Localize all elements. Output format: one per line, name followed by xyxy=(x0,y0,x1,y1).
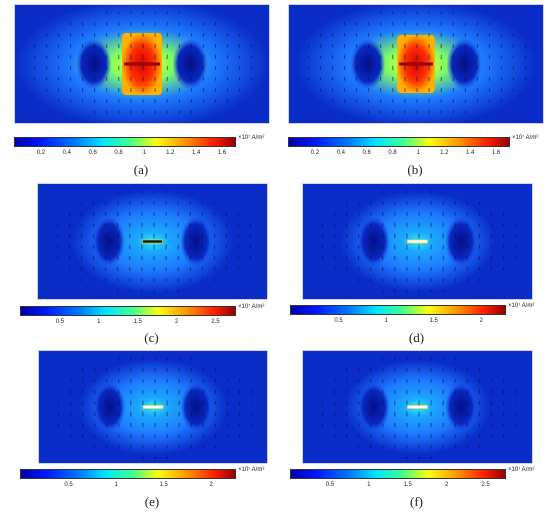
panel-caption: (e) xyxy=(144,494,160,509)
colorbar: 0.5 1 1.5 2 ×10⁷ A/m² xyxy=(290,303,534,324)
field-map-svg xyxy=(15,5,269,123)
colorbar-tick-label: 1.5 xyxy=(159,482,168,488)
colorbar-unit-label: ×10⁷ A/m² xyxy=(238,467,265,473)
colorbar-tick-label: 2.5 xyxy=(211,319,220,325)
current-density-plot xyxy=(288,4,544,124)
field-map-svg xyxy=(38,184,267,299)
field-map-svg xyxy=(303,184,532,299)
colorbar: 0.5 1 1.5 2 ×10⁷ A/m² xyxy=(20,467,264,488)
panel-caption: (a) xyxy=(133,162,149,177)
colorbar-tick-label: 1.4 xyxy=(192,150,201,156)
panel-caption: (f) xyxy=(410,494,423,509)
colorbar-tick-label: 1 xyxy=(142,150,147,156)
colorbar-tick-label: 2 xyxy=(479,318,483,324)
colorbar-tick-label: 0.4 xyxy=(336,150,345,156)
colorbar-tick-label: 1.6 xyxy=(491,150,501,156)
colorbar-tick-label: 0.5 xyxy=(334,318,343,324)
colorbar: 0.2 0.4 0.6 0.8 1 1.2 1.4 1.6 ×10⁷ A/m² xyxy=(288,135,538,156)
colorbar-tick-label: 1.6 xyxy=(217,150,227,156)
colorbar-tick-label: 0.2 xyxy=(36,150,46,156)
colorbar-unit-label: ×10⁷ A/m² xyxy=(238,135,265,141)
current-density-plot xyxy=(14,4,270,124)
colorbar-tick-label: 1 xyxy=(384,318,388,324)
colorbar-tick-label: 0.4 xyxy=(62,150,71,156)
field-map-svg xyxy=(289,5,543,123)
colorbar-tick-label: 1.5 xyxy=(133,319,142,325)
colorbar-tick-label: 0.6 xyxy=(362,150,371,156)
colorbar-tick-label: 1 xyxy=(97,319,101,325)
colorbar-tick-label: 1.2 xyxy=(166,150,175,156)
colorbar-tick-label: 0.6 xyxy=(88,150,97,156)
colorbar-unit-label: ×10⁷ A/m² xyxy=(512,135,539,141)
colorbar-tick-label: 1 xyxy=(416,150,421,156)
colorbar: 0.2 0.4 0.6 0.8 1 1.2 1.4 1.6 ×10⁷ A/m² xyxy=(14,135,264,156)
colorbar-tick-label: 1.2 xyxy=(440,150,449,156)
colorbar-tick-label: 1 xyxy=(367,482,371,488)
colorbar-tick-label: 0.8 xyxy=(388,150,397,156)
colorbar-unit-label: ×10⁷ A/m² xyxy=(508,303,535,309)
colorbar-tick-label: 1.5 xyxy=(403,482,412,488)
colorbar: 0.5 1 1.5 2 2.5 ×10⁷ A/m² xyxy=(20,304,264,325)
colorbar: 0.5 1 1.5 2 2.5 ×10⁷ A/m² xyxy=(290,467,534,488)
colorbar-unit-label: ×10⁷ A/m² xyxy=(238,304,265,310)
colorbar-tick-label: 0.5 xyxy=(325,482,335,488)
panel-caption: (b) xyxy=(407,162,423,177)
colorbar-tick-label: 0.5 xyxy=(64,482,73,488)
panel-caption: (c) xyxy=(144,330,159,345)
colorbar-unit-label: ×10⁷ A/m² xyxy=(508,467,535,473)
colorbar-tick-label: 2 xyxy=(444,482,449,488)
current-density-plot xyxy=(302,183,533,300)
colorbar-tick-label: 0.5 xyxy=(55,319,65,325)
colorbar-tick-label: 2 xyxy=(209,482,213,488)
colorbar-tick-label: 1.5 xyxy=(429,318,438,324)
colorbar-tick-label: 1 xyxy=(114,482,118,488)
colorbar-tick-label: 0.8 xyxy=(114,150,123,156)
colorbar-tick-label: 1.4 xyxy=(466,150,475,156)
colorbar-tick-label: 2.5 xyxy=(481,482,490,488)
current-density-plot xyxy=(302,350,533,464)
current-density-plot xyxy=(37,183,268,300)
field-map-svg xyxy=(39,351,267,463)
current-density-plot xyxy=(38,350,268,464)
colorbar-tick-label: 2 xyxy=(174,319,179,325)
field-map-svg xyxy=(303,351,532,463)
colorbar-tick-label: 0.2 xyxy=(310,150,320,156)
panel-caption: (d) xyxy=(408,330,425,345)
